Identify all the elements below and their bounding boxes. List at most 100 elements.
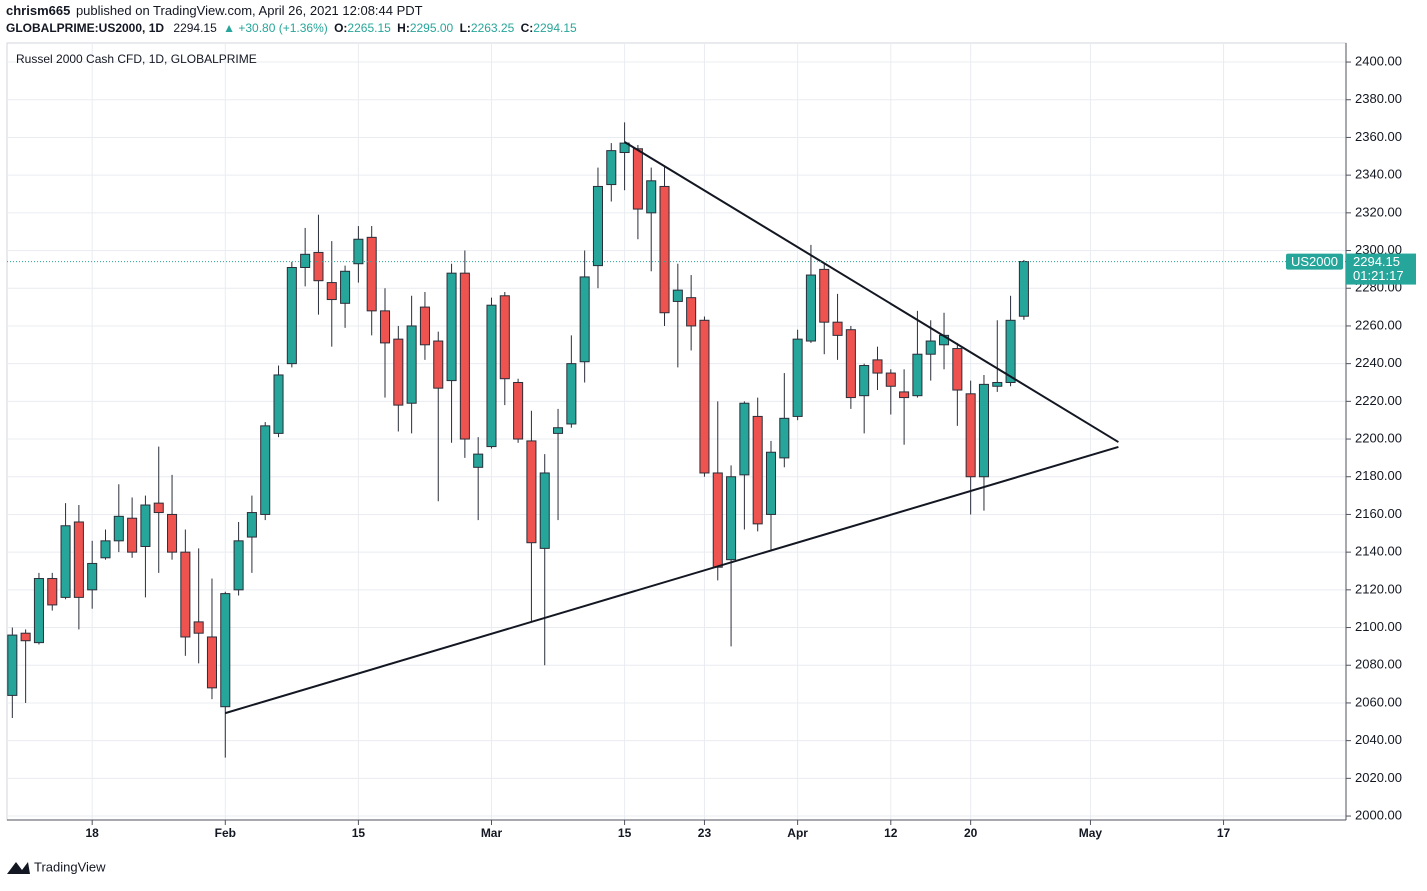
candle-body bbox=[566, 363, 577, 425]
tradingview-logo: TradingView bbox=[7, 859, 106, 874]
y-tick-label: 2160.00 bbox=[1355, 506, 1402, 521]
candle-body bbox=[646, 180, 657, 214]
y-tick-label: 2320.00 bbox=[1355, 204, 1402, 219]
candle-body bbox=[313, 251, 324, 282]
candle-body bbox=[379, 310, 391, 344]
candle-body bbox=[87, 562, 98, 591]
candle-body bbox=[539, 472, 550, 549]
candle-body bbox=[406, 325, 417, 404]
trend-line bbox=[225, 445, 1119, 715]
candle-body bbox=[792, 338, 803, 417]
footer-brand: TradingView bbox=[34, 859, 106, 874]
candle-body bbox=[899, 391, 910, 399]
candle-body bbox=[419, 306, 430, 346]
candle-body bbox=[513, 381, 524, 440]
candle-body bbox=[659, 185, 670, 314]
countdown-label: 01:21:17 bbox=[1353, 268, 1404, 283]
candle-body bbox=[273, 374, 284, 434]
candle-body bbox=[752, 415, 763, 525]
candle-body bbox=[113, 515, 124, 542]
candle-body bbox=[819, 268, 830, 323]
candle-body bbox=[366, 236, 377, 312]
ohlc-value: 2294.15 bbox=[533, 21, 577, 35]
candle-body bbox=[885, 372, 896, 387]
candle-body bbox=[393, 338, 404, 406]
candle-body bbox=[127, 517, 138, 553]
y-tick-label: 2080.00 bbox=[1355, 657, 1402, 672]
candle-body bbox=[20, 632, 31, 642]
symbol-line: GLOBALPRIME:US2000, 1D 2294.15 ▲ +30.80 … bbox=[6, 21, 577, 35]
candle-body bbox=[446, 272, 457, 382]
candle-body bbox=[73, 521, 84, 598]
candle-body bbox=[606, 150, 617, 186]
candle-body bbox=[553, 427, 564, 434]
candle-body bbox=[992, 381, 1003, 387]
candle-body bbox=[233, 540, 244, 591]
ohlc-label: O: bbox=[334, 21, 347, 35]
candle-body bbox=[965, 393, 976, 478]
y-tick-label: 2060.00 bbox=[1355, 694, 1402, 709]
candle-body bbox=[952, 348, 963, 391]
symbol: GLOBALPRIME:US2000, 1D bbox=[6, 21, 164, 35]
candle-body bbox=[579, 276, 590, 363]
ohlc-value: 2295.00 bbox=[410, 21, 454, 35]
candle-body bbox=[300, 253, 311, 269]
candle-body bbox=[912, 353, 923, 397]
candle-body bbox=[167, 513, 178, 553]
y-tick-label: 2400.00 bbox=[1355, 53, 1402, 68]
grid bbox=[7, 43, 1346, 820]
y-tick-label: 2200.00 bbox=[1355, 430, 1402, 445]
candle-body bbox=[433, 340, 444, 389]
y-tick-label: 2220.00 bbox=[1355, 393, 1402, 408]
candle-body bbox=[978, 383, 989, 478]
candle-body bbox=[340, 270, 351, 304]
y-tick-label: 2000.00 bbox=[1355, 807, 1402, 822]
price-tag bbox=[1346, 253, 1416, 285]
candle-body bbox=[326, 282, 337, 301]
candle-body bbox=[872, 359, 883, 374]
price-tag-label: 2294.15 bbox=[1353, 254, 1400, 269]
candle-body bbox=[672, 289, 683, 302]
candle-body bbox=[47, 578, 58, 606]
candle-body bbox=[60, 525, 71, 598]
symbol-tag-label: US2000 bbox=[1291, 254, 1338, 269]
candle-body bbox=[180, 551, 191, 638]
x-tick-label: Feb bbox=[215, 826, 236, 840]
y-tick-label: 2040.00 bbox=[1355, 732, 1402, 747]
candle-body bbox=[473, 453, 484, 468]
candle-body bbox=[859, 365, 870, 397]
publish-line: chrism665 published on TradingView.com, … bbox=[6, 3, 423, 18]
symbol-tag bbox=[1286, 253, 1343, 270]
y-tick-label: 2300.00 bbox=[1355, 242, 1402, 257]
candle-body bbox=[686, 297, 697, 327]
candle-body bbox=[805, 274, 816, 342]
candle-body bbox=[779, 417, 790, 459]
candle-body bbox=[459, 272, 470, 440]
y-tick-label: 2120.00 bbox=[1355, 581, 1402, 596]
trend-line bbox=[624, 141, 1119, 443]
candle-body bbox=[353, 238, 364, 265]
y-tick-label: 2020.00 bbox=[1355, 770, 1402, 785]
ohlc-label: H: bbox=[397, 21, 410, 35]
candle-body bbox=[739, 402, 750, 476]
publisher: chrism665 bbox=[6, 3, 70, 18]
candle-body bbox=[765, 451, 777, 515]
x-tick-label: 12 bbox=[884, 826, 898, 840]
x-tick-label: 15 bbox=[352, 826, 366, 840]
last-price: 2294.15 bbox=[173, 21, 217, 35]
y-tick-label: 2240.00 bbox=[1355, 355, 1402, 370]
y-tick-label: 2140.00 bbox=[1355, 544, 1402, 559]
change: ▲ +30.80 (+1.36%) bbox=[223, 21, 328, 35]
ohlc-label: L: bbox=[460, 21, 471, 35]
chart-legend: Russel 2000 Cash CFD, 1D, GLOBALPRIME bbox=[16, 52, 257, 66]
candle-body bbox=[486, 304, 497, 448]
x-tick-label: 15 bbox=[618, 826, 632, 840]
ohlc-value: 2265.15 bbox=[347, 21, 391, 35]
x-tick-label: 17 bbox=[1217, 826, 1231, 840]
x-tick-label: 18 bbox=[86, 826, 100, 840]
candle-body bbox=[845, 329, 856, 399]
logo-icon bbox=[7, 862, 30, 874]
candle-body bbox=[499, 295, 510, 380]
